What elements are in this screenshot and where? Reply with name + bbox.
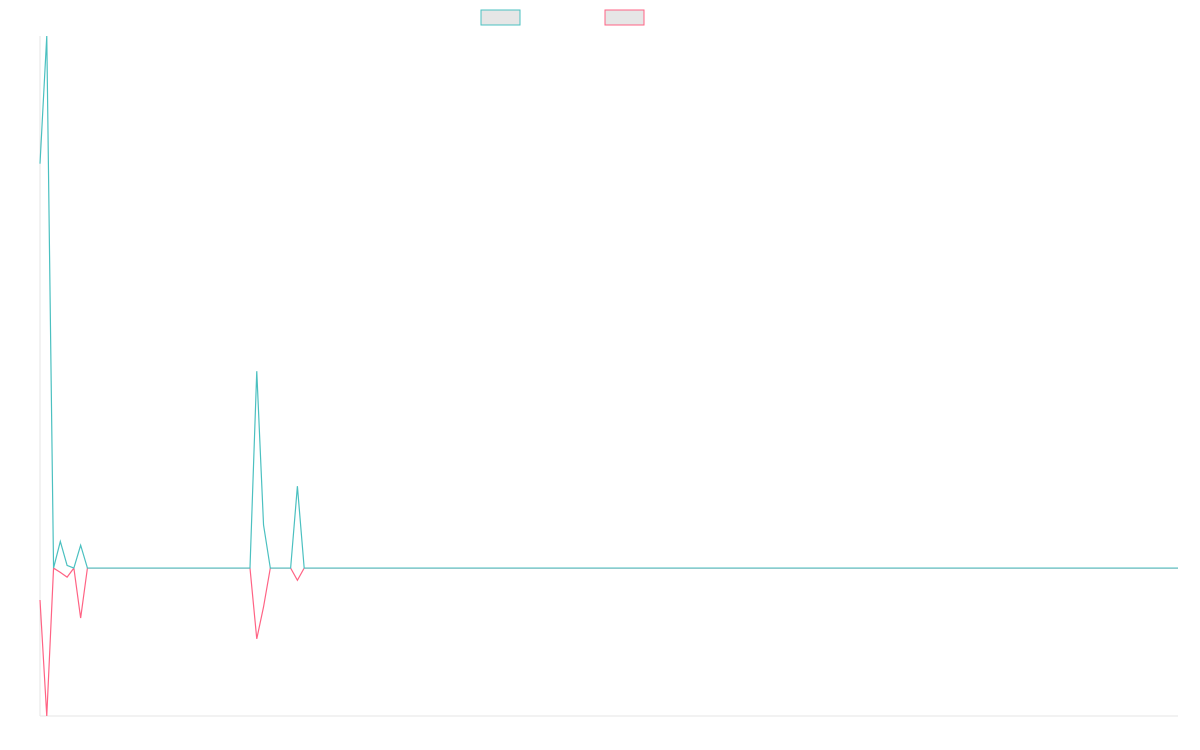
legend-swatch [480,9,521,26]
legend-swatch [604,9,645,26]
line-series [39,566,1178,717]
line-series [39,35,1178,569]
